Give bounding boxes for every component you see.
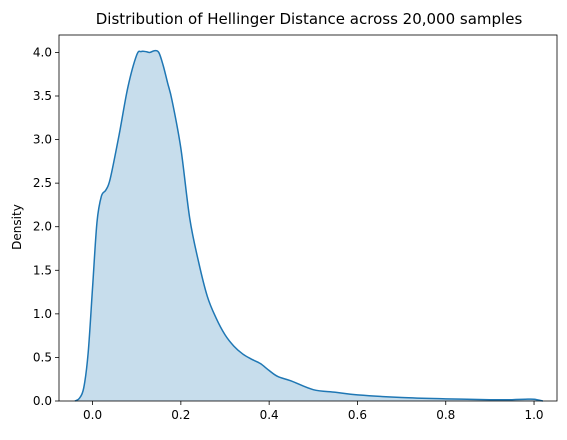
chart-title: Distribution of Hellinger Distance acros… <box>96 10 523 28</box>
y-tick-label: 3.0 <box>33 133 52 147</box>
y-tick-label: 2.0 <box>33 220 52 234</box>
y-axis-label: Density <box>10 204 24 250</box>
y-tick-label: 1.5 <box>33 263 52 277</box>
density-area-fill <box>74 50 543 402</box>
x-tick-label: 0.4 <box>260 408 279 422</box>
x-tick-label: 0.6 <box>348 408 367 422</box>
y-tick-label: 1.0 <box>33 307 52 321</box>
axes-frame <box>58 34 558 402</box>
y-tick-label: 0.0 <box>33 394 52 408</box>
x-tick-label: 0.8 <box>436 408 455 422</box>
y-tick-label: 3.5 <box>33 89 52 103</box>
plot-area: 0.0 0.2 0.4 0.6 0.8 1.0 0.0 0.5 1.0 1.5 2.0 2.5 3.0 3… <box>33 34 558 422</box>
density-line <box>74 49 544 402</box>
x-tick-label: 0.2 <box>171 408 190 422</box>
y-tick-label: 0.5 <box>33 350 52 364</box>
x-tick-label: 1.0 <box>524 408 543 422</box>
y-tick-label: 2.5 <box>33 176 52 190</box>
y-tick-label: 4.0 <box>33 45 52 59</box>
x-tick-label: 0.0 <box>83 408 102 422</box>
